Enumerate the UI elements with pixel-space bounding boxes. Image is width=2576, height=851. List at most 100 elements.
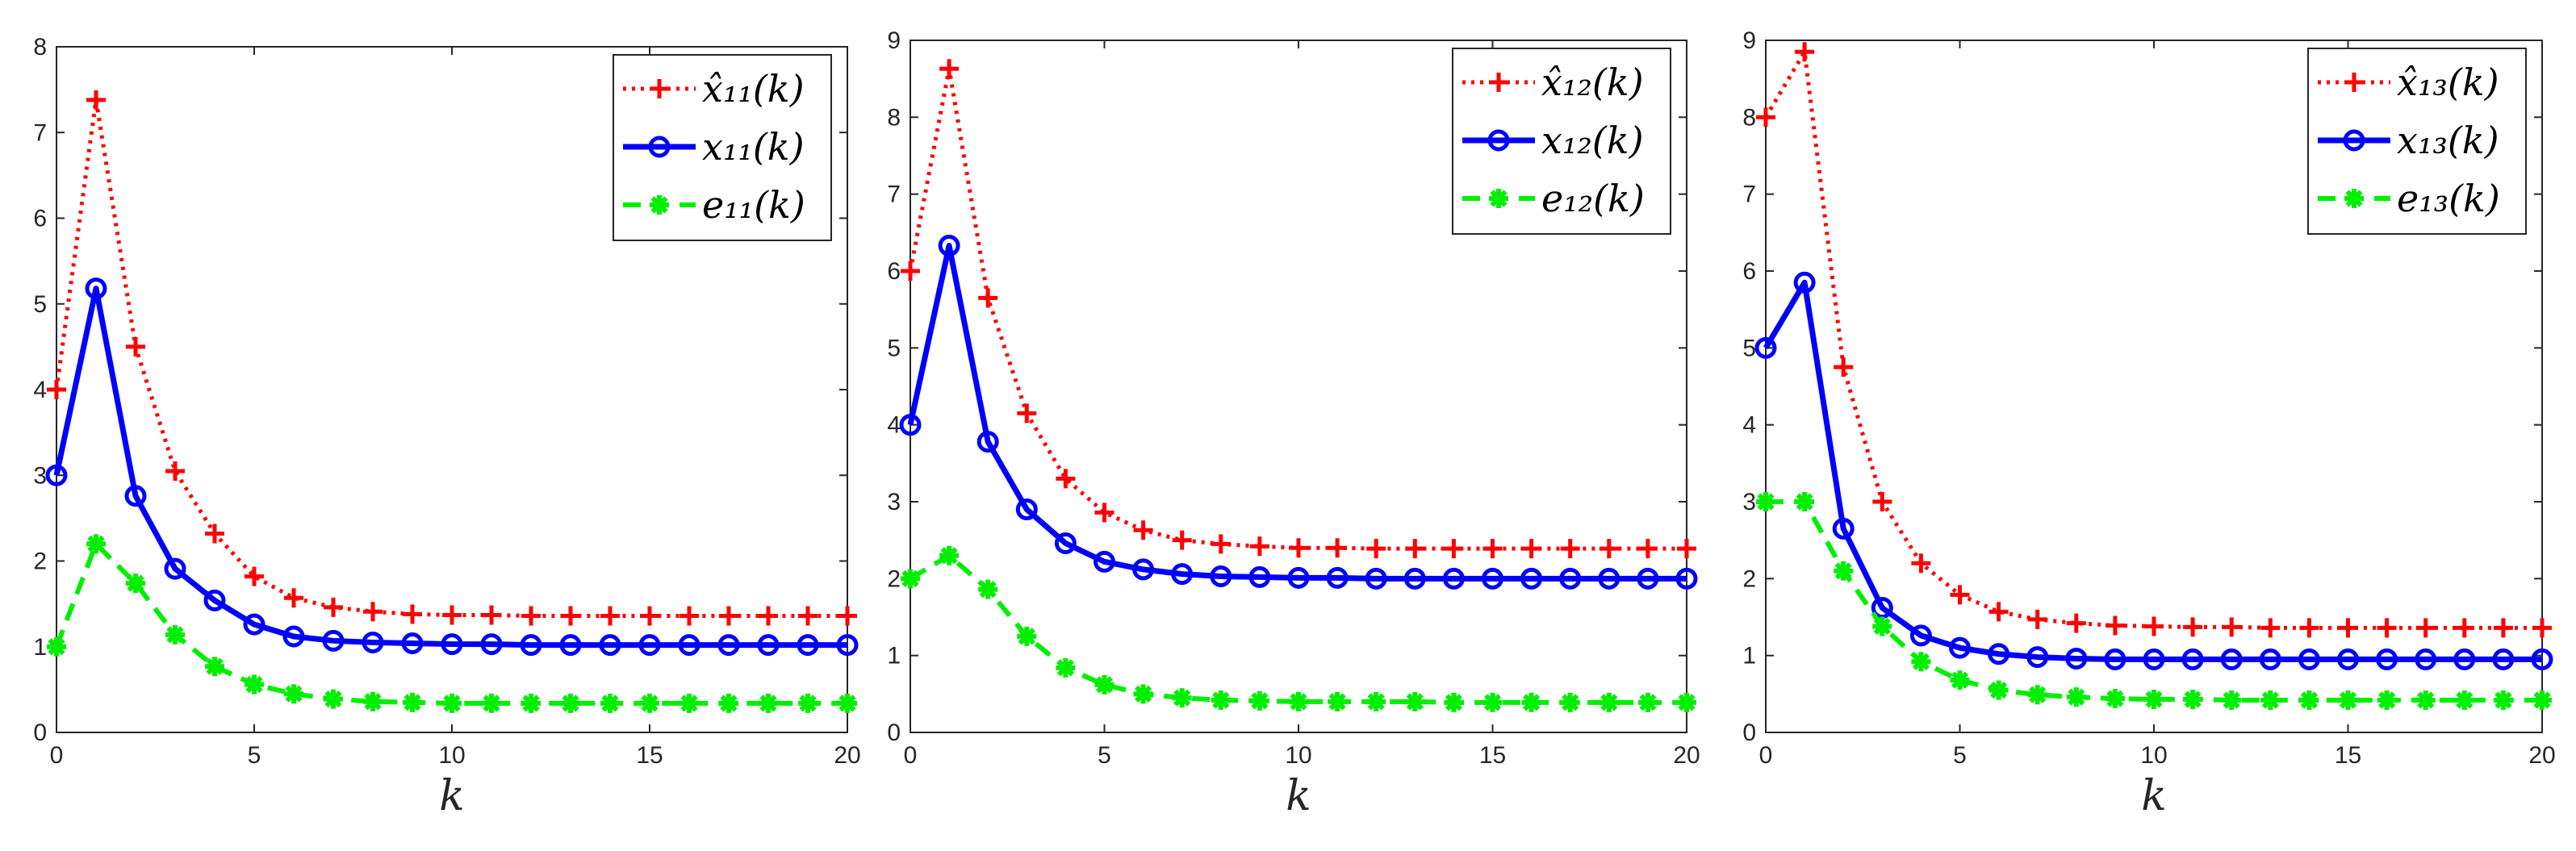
data-point [1795,492,1815,511]
series-line [908,66,1687,551]
data-point [47,380,66,399]
data-point [1249,536,1269,557]
data-point [1909,624,1932,647]
y-tick-label: 4 [1742,412,1756,439]
data-point [1289,691,1308,711]
legend-entry: x̂₁₁(k) [702,67,805,111]
data-point [165,461,185,481]
data-point [2065,647,2088,670]
data-point [2299,618,2319,638]
data-point [205,524,224,544]
data-point [2298,648,2320,670]
data-point [2222,690,2242,710]
y-tick-label: 8 [33,34,47,60]
data-point [2338,690,2358,710]
data-point [1677,539,1696,559]
data-point [2260,690,2281,710]
data-point [2220,648,2243,670]
data-point [600,693,620,713]
data-point [521,606,541,626]
data-point [1172,530,1192,550]
data-point [1559,567,1582,590]
data-point [1444,692,1464,712]
y-tick-label: 6 [1742,258,1756,285]
data-point [2144,690,2164,710]
data-point [1442,567,1465,590]
data-point [976,431,999,453]
data-point [1482,567,1503,590]
data-point [1950,585,1970,605]
y-tick-label: 6 [887,258,901,285]
y-tick-label: 3 [1742,489,1756,515]
data-point [86,90,106,110]
y-tick-label: 8 [887,104,901,131]
data-point [640,693,659,713]
data-point [521,693,541,713]
data-point [2377,618,2397,638]
data-point [1017,403,1037,423]
x-tick-label: 0 [1759,742,1773,769]
x-tick-label: 20 [2528,742,2555,769]
data-point [245,566,264,586]
series-1 [47,90,857,626]
data-point [1795,42,1815,62]
x-tick-label: 10 [438,742,465,769]
data-point [1834,561,1854,581]
data-point [2066,687,2086,707]
data-point [599,634,621,657]
data-point [2454,690,2474,710]
x-axis-label: k [1286,772,1311,820]
data-point [2532,618,2552,638]
data-point [362,631,384,653]
y-tick-label: 0 [887,720,901,746]
data-point [757,634,780,657]
data-point [2376,648,2398,670]
data-point [1521,692,1541,712]
data-point [520,634,542,657]
series-2 [45,277,859,657]
data-point [1289,538,1308,558]
legend-marker [650,79,669,98]
data-point [2181,648,2204,670]
data-point [1094,550,1115,573]
y-tick-label: 5 [33,291,47,318]
data-point [1056,469,1076,489]
x-tick-label: 15 [1479,742,1506,769]
data-point [1405,539,1425,559]
legend-entry: e₁₃(k) [2397,177,2500,220]
data-point [45,464,68,486]
data-point [899,414,922,436]
data-point [719,693,738,713]
data-point [1326,566,1349,589]
legend-entry: x̂₁₂(k) [1541,60,1644,104]
data-point [284,588,303,608]
data-point [1403,567,1426,590]
x-axis-label: k [2141,772,2167,820]
legend-entry: x̂₁₃(k) [2397,60,2499,104]
y-tick-label: 0 [33,720,47,746]
series-line [53,286,847,649]
data-point [1094,503,1114,523]
data-point [2222,617,2242,637]
data-point [1015,499,1038,521]
data-point [2066,613,2086,633]
data-point [1832,517,1855,540]
data-point [47,636,66,657]
data-point [86,534,106,554]
data-point [1054,532,1077,554]
data-point [2493,618,2513,638]
y-tick-label: 2 [33,549,47,575]
data-point [1365,567,1387,590]
data-point [1520,567,1543,590]
data-point [403,692,422,712]
data-point [939,59,960,79]
y-tick-label: 3 [33,462,47,489]
data-point [1988,680,2009,700]
series-line [907,243,1687,582]
data-point [2531,648,2553,670]
data-point [1328,538,1348,558]
data-point [85,277,107,300]
data-point [2338,618,2358,638]
chart-panel-2: 0 1 2 3 4 5 6 7 8 9 0 5 10 15 20 k x̂₁₂(k) x₁₂(k) e₁₂(k) [887,27,1700,820]
series-3 [1756,492,2552,710]
